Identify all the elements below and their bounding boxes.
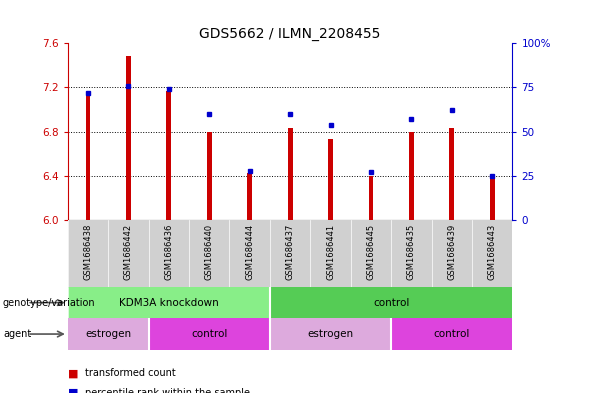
- Text: GSM1686437: GSM1686437: [286, 223, 294, 280]
- Text: control: control: [434, 329, 470, 339]
- Bar: [287, 129, 293, 220]
- Bar: [270, 220, 310, 287]
- Text: GSM1686439: GSM1686439: [447, 223, 456, 280]
- Text: transformed count: transformed count: [85, 368, 176, 378]
- Text: GSM1686438: GSM1686438: [84, 223, 92, 280]
- Bar: [126, 57, 131, 220]
- Bar: [409, 132, 414, 220]
- Text: GSM1686435: GSM1686435: [407, 223, 416, 280]
- Bar: [207, 132, 211, 220]
- Bar: [391, 318, 512, 350]
- Bar: [148, 220, 189, 287]
- Text: GSM1686436: GSM1686436: [164, 223, 173, 280]
- Bar: [472, 220, 512, 287]
- Bar: [230, 220, 270, 287]
- Bar: [189, 220, 230, 287]
- Title: GDS5662 / ILMN_2208455: GDS5662 / ILMN_2208455: [200, 27, 380, 41]
- Text: ■: ■: [68, 368, 78, 378]
- Text: genotype/variation: genotype/variation: [3, 298, 95, 308]
- Text: KDM3A knockdown: KDM3A knockdown: [119, 298, 219, 308]
- Bar: [85, 93, 90, 220]
- Bar: [310, 220, 350, 287]
- Text: control: control: [373, 298, 409, 308]
- Text: estrogen: estrogen: [307, 329, 353, 339]
- Text: GSM1686441: GSM1686441: [326, 223, 335, 279]
- Bar: [369, 176, 373, 220]
- Text: GSM1686445: GSM1686445: [366, 223, 375, 279]
- Bar: [350, 220, 391, 287]
- Text: estrogen: estrogen: [85, 329, 131, 339]
- Bar: [108, 220, 148, 287]
- Bar: [68, 318, 148, 350]
- Bar: [247, 173, 252, 220]
- Bar: [391, 220, 432, 287]
- Text: agent: agent: [3, 329, 31, 339]
- Text: GSM1686443: GSM1686443: [488, 223, 497, 280]
- Bar: [166, 91, 171, 220]
- Text: GSM1686444: GSM1686444: [245, 223, 254, 279]
- Bar: [449, 129, 454, 220]
- Bar: [432, 220, 472, 287]
- Bar: [490, 177, 495, 220]
- Bar: [148, 318, 270, 350]
- Bar: [328, 140, 333, 220]
- Bar: [68, 220, 108, 287]
- Bar: [68, 287, 270, 318]
- Text: GSM1686442: GSM1686442: [124, 223, 133, 279]
- Text: percentile rank within the sample: percentile rank within the sample: [85, 388, 250, 393]
- Text: GSM1686440: GSM1686440: [205, 223, 214, 279]
- Bar: [270, 318, 391, 350]
- Text: ■: ■: [68, 388, 78, 393]
- Bar: [270, 287, 512, 318]
- Text: control: control: [191, 329, 227, 339]
